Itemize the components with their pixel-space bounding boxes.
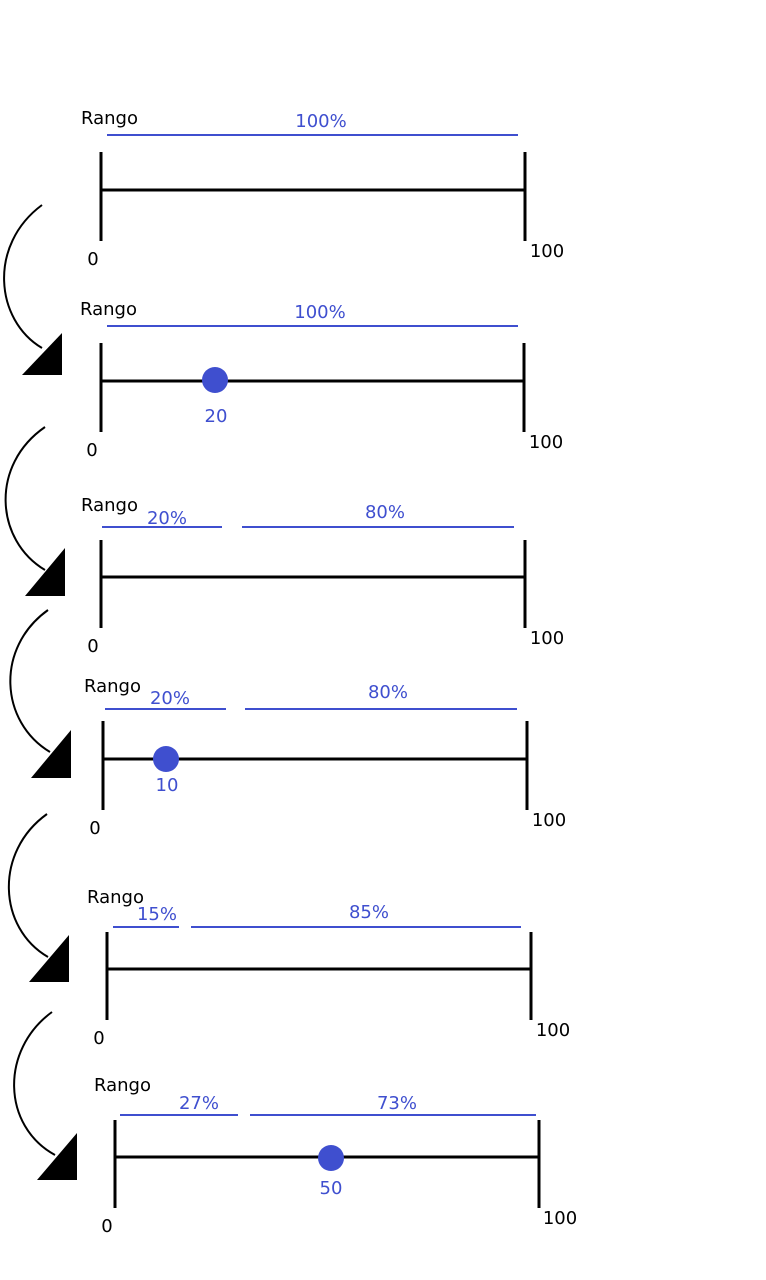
arrow-curve <box>13 1011 56 1156</box>
point-label: 50 <box>320 1178 343 1199</box>
min-label: 0 <box>86 440 97 461</box>
max-label: 100 <box>543 1208 577 1229</box>
min-label: 0 <box>89 818 100 839</box>
segment-label: 80% <box>368 682 408 703</box>
point <box>153 746 179 772</box>
segment-label: 80% <box>365 502 405 523</box>
point <box>318 1145 344 1171</box>
panel-label: Rango <box>84 676 141 697</box>
max-label: 100 <box>532 810 566 831</box>
arrow-curve <box>4 426 46 571</box>
panel-label: Rango <box>80 299 137 320</box>
segment-label: 100% <box>295 111 346 132</box>
segment-label: 73% <box>377 1093 417 1114</box>
min-label: 0 <box>93 1028 104 1049</box>
point-label: 20 <box>205 406 228 427</box>
point-label: 10 <box>156 775 179 796</box>
panel-label: Rango <box>81 495 138 516</box>
segment-label: 27% <box>179 1093 219 1114</box>
segment-label: 15% <box>137 904 177 925</box>
arrowhead <box>37 1133 77 1180</box>
segment-label: 100% <box>294 302 345 323</box>
max-label: 100 <box>529 432 563 453</box>
min-label: 0 <box>101 1216 112 1237</box>
arrowheads <box>22 333 77 1180</box>
arrow-curve <box>7 813 49 958</box>
max-label: 100 <box>536 1020 570 1041</box>
min-label: 0 <box>87 636 98 657</box>
arrow-curve <box>3 204 43 349</box>
max-label: 100 <box>530 628 564 649</box>
segment-label: 20% <box>147 508 187 529</box>
arrowhead <box>25 548 65 596</box>
point <box>202 367 228 393</box>
min-label: 0 <box>87 249 98 270</box>
arrows <box>3 204 56 1156</box>
panel-label: Rango <box>81 108 138 129</box>
segment-label: 85% <box>349 902 389 923</box>
arrowhead <box>31 730 71 778</box>
panel-label: Rango <box>94 1075 151 1096</box>
arrowhead <box>29 935 69 982</box>
arrowhead <box>22 333 62 375</box>
segment-label: 20% <box>150 688 190 709</box>
arrow-curve <box>9 609 51 753</box>
panel-label: Rango <box>87 887 144 908</box>
max-label: 100 <box>530 241 564 262</box>
